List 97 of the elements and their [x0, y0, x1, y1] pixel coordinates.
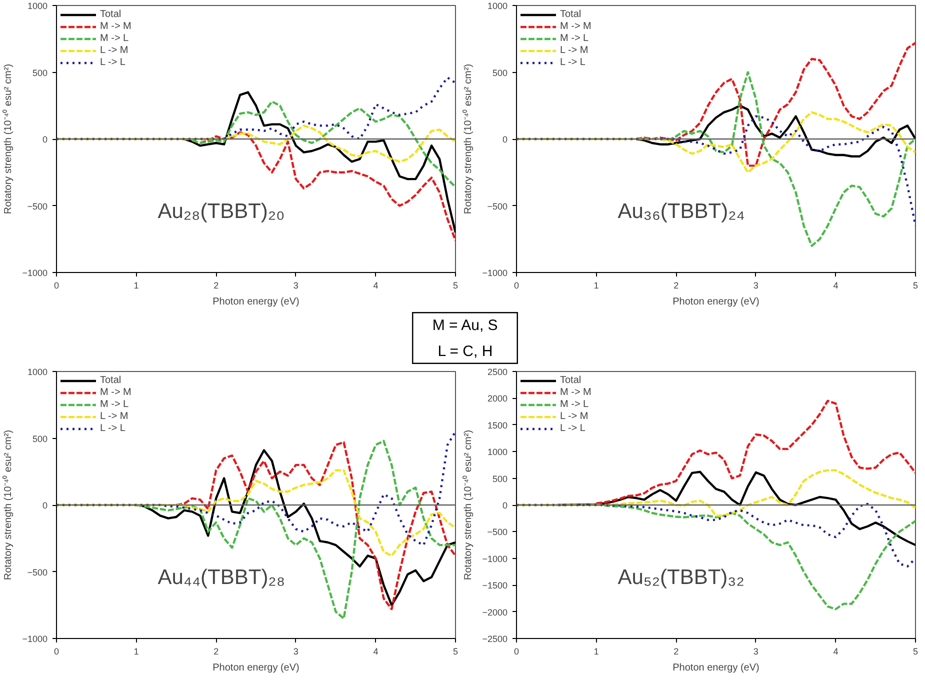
x-tick-label: 3 — [293, 280, 298, 290]
legend-label: M -> L — [100, 33, 129, 44]
x-tick-label: 5 — [452, 646, 458, 656]
x-tick-label: 4 — [833, 280, 838, 290]
y-tick-label: 1000 — [27, 367, 48, 377]
y-tick-label: 500 — [492, 474, 508, 484]
line-series — [56, 430, 456, 546]
legend-label: L -> L — [100, 57, 126, 68]
y-tick-label: 500 — [32, 68, 48, 78]
annotation: Au₃₆(TBBT)₂₄ — [618, 200, 745, 223]
y-tick-label: 0 — [42, 500, 48, 510]
legend-label: L -> M — [560, 411, 588, 422]
y-tick-label: 0 — [502, 500, 508, 510]
y-tick-label: −500 — [487, 527, 508, 538]
y-axis-title: Rotatory strength (10⁻⁴⁰ esu² cm²) — [2, 430, 14, 580]
y-tick-label: 1500 — [487, 420, 508, 430]
legend-label: L -> L — [560, 423, 586, 434]
y-tick-label: 500 — [32, 434, 48, 444]
x-tick-label: 1 — [134, 280, 139, 290]
x-tick-label: 3 — [753, 646, 758, 656]
y-tick-label: −2000 — [482, 607, 508, 618]
x-tick-label: 3 — [753, 280, 758, 290]
line-series — [56, 76, 456, 140]
x-tick-label: 2 — [674, 646, 679, 656]
legend-label: M -> L — [100, 399, 129, 410]
line-series — [516, 502, 916, 568]
legend-label: Total — [100, 375, 122, 386]
y-tick-label: 0 — [42, 134, 48, 144]
y-tick-label: −500 — [27, 201, 48, 212]
legend-label: L -> L — [100, 423, 126, 434]
line-series — [595, 400, 916, 504]
x-tick-label: 5 — [912, 646, 918, 656]
x-axis-title: Photon energy (eV) — [672, 662, 760, 674]
x-tick-label: 5 — [452, 280, 458, 290]
legend-label: L -> M — [560, 45, 588, 56]
y-tick-label: −2500 — [482, 634, 508, 644]
y-tick-label: 1000 — [487, 1, 508, 11]
legend-label: Total — [560, 9, 582, 20]
x-tick-label: 0 — [514, 280, 520, 290]
legend-label: M -> L — [560, 399, 589, 410]
y-tick-label: −500 — [487, 201, 508, 212]
text: M = Au, S — [432, 317, 498, 334]
y-tick-label: −1000 — [482, 268, 508, 278]
x-tick-label: 0 — [54, 646, 60, 656]
x-tick-label: 1 — [594, 646, 599, 656]
line-series — [603, 504, 916, 610]
legend-label: Total — [560, 375, 582, 386]
legend-label: M -> L — [560, 33, 589, 44]
y-axis-title: Rotatory strength (10⁻⁴⁰ esu² cm²) — [462, 430, 474, 580]
annotation: Au₄₄(TBBT)₂₈ — [158, 566, 286, 589]
x-axis-title: Photon energy (eV) — [672, 296, 760, 308]
x-tick-label: 2 — [214, 280, 219, 290]
x-tick-label: 2 — [674, 280, 679, 290]
legend-label: L -> M — [100, 45, 128, 56]
x-tick-label: 1 — [134, 646, 139, 656]
annotation: Au₂₈(TBBT)₂₀ — [158, 200, 285, 223]
x-axis-title: Photon energy (eV) — [212, 662, 300, 674]
y-tick-label: −1000 — [482, 554, 508, 564]
line-series — [516, 469, 916, 517]
legend-label: M -> M — [100, 387, 132, 398]
x-tick-label: 0 — [514, 646, 520, 656]
legend-label: L -> M — [100, 411, 128, 422]
x-tick-label: 3 — [293, 646, 298, 656]
x-tick-label: 0 — [54, 280, 60, 290]
y-tick-label: 0 — [502, 134, 508, 144]
x-axis-title: Photon energy (eV) — [212, 296, 300, 308]
legend-label: Total — [100, 9, 122, 20]
y-tick-label: 500 — [492, 68, 508, 78]
line-series — [191, 100, 456, 188]
legend-label: M -> M — [100, 21, 132, 32]
legend-label: M -> M — [560, 387, 592, 398]
y-tick-label: −1500 — [482, 580, 508, 591]
y-axis-title: Rotatory strength (10⁻⁴⁰ esu² cm²) — [462, 64, 474, 214]
line-series — [635, 42, 916, 167]
line-series — [56, 124, 456, 163]
y-tick-label: 2500 — [487, 367, 508, 377]
x-tick-label: 4 — [833, 646, 838, 656]
y-tick-label: −500 — [27, 567, 48, 578]
legend-label: M -> M — [560, 21, 592, 32]
line-series — [516, 115, 916, 227]
x-tick-label: 1 — [594, 280, 599, 290]
line-series — [56, 469, 456, 557]
legend-label: L -> L — [560, 57, 586, 68]
x-tick-label: 4 — [373, 646, 378, 656]
x-tick-label: 5 — [912, 280, 918, 290]
annotation: Au₅₂(TBBT)₃₂ — [618, 566, 744, 589]
x-tick-label: 2 — [214, 646, 219, 656]
y-tick-label: 1000 — [27, 1, 48, 11]
line-series — [635, 104, 916, 158]
text: L = C, H — [438, 343, 493, 360]
y-tick-label: 1000 — [487, 447, 508, 458]
x-tick-label: 4 — [373, 280, 378, 290]
y-axis-title: Rotatory strength (10⁻⁴⁰ esu² cm²) — [2, 64, 14, 214]
y-tick-label: 2000 — [487, 394, 508, 404]
line-series — [516, 111, 916, 174]
y-tick-label: −1000 — [22, 634, 48, 644]
y-tick-label: −1000 — [22, 268, 48, 278]
